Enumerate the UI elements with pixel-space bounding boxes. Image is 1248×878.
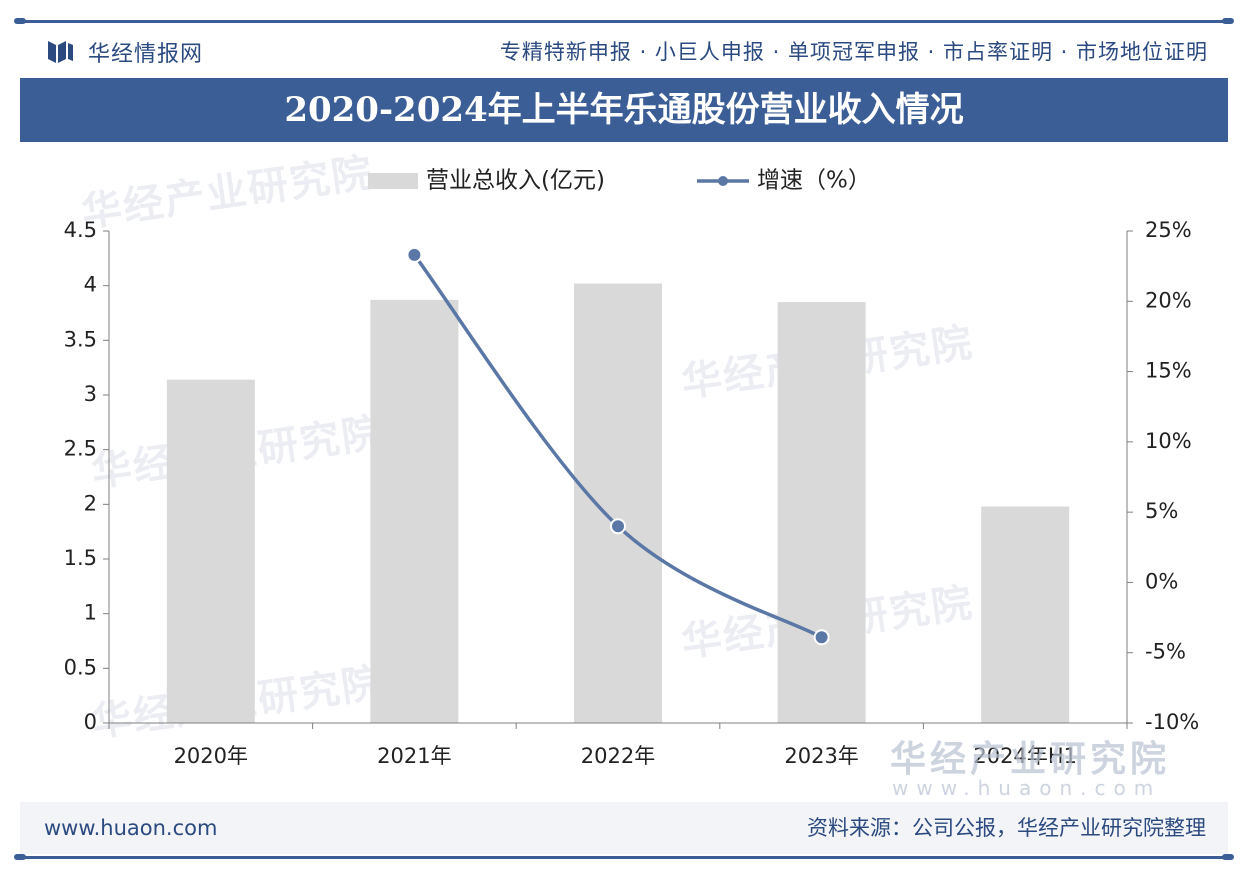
title-bar: 2020-2024年上半年乐通股份营业收入情况 bbox=[20, 78, 1228, 142]
y-left-tick-label: 4 bbox=[84, 273, 97, 297]
y-left-tick-label: 3 bbox=[84, 382, 97, 406]
y-right-tick-label: 0% bbox=[1145, 569, 1178, 593]
y-left-tick-label: 4.5 bbox=[64, 218, 97, 242]
y-left-tick-label: 2.5 bbox=[64, 437, 97, 461]
x-tick-label: 2024年H1 bbox=[973, 744, 1077, 768]
y-left-tick-label: 2 bbox=[84, 491, 97, 515]
growth-point-1 bbox=[406, 246, 423, 263]
top-rule-left-cap bbox=[14, 18, 26, 24]
footer-source: 资料来源：公司公报，华经产业研究院整理 bbox=[807, 816, 1206, 840]
footer: www.huaon.com 资料来源：公司公报，华经产业研究院整理 bbox=[20, 802, 1228, 854]
brand-name: 华经情报网 bbox=[88, 42, 204, 67]
legend-line-label: 增速（%） bbox=[757, 168, 871, 194]
brand: 华经情报网 bbox=[46, 36, 203, 68]
legend-line-marker bbox=[718, 176, 728, 186]
bar-5 bbox=[981, 506, 1070, 723]
bar-1 bbox=[166, 379, 255, 723]
chart-title: 2020-2024年上半年乐通股份营业收入情况 bbox=[284, 90, 964, 130]
top-rule-right-cap bbox=[1222, 18, 1234, 24]
y-right-tick-label: -10% bbox=[1145, 710, 1199, 734]
x-tick-label: 2023年 bbox=[784, 744, 858, 768]
header-slogan: 专精特新申报 · 小巨人申报 · 单项冠军申报 · 市占率证明 · 市场地位证明 bbox=[499, 40, 1208, 64]
bar-4 bbox=[777, 302, 866, 723]
x-tick-label: 2021年 bbox=[377, 744, 451, 768]
y-left-tick-label: 1 bbox=[84, 601, 97, 625]
y-right-tick-label: -5% bbox=[1145, 640, 1186, 664]
growth-point-3 bbox=[813, 629, 830, 646]
y-right-tick-label: 15% bbox=[1145, 359, 1192, 383]
growth-point-2 bbox=[610, 518, 626, 535]
watermark-brand: 华经产业研究院 bbox=[890, 739, 1171, 780]
y-left-tick-label: 1.5 bbox=[64, 546, 97, 570]
legend-bar-label: 营业总收入(亿元) bbox=[426, 168, 605, 194]
y-right-tick-label: 5% bbox=[1145, 499, 1178, 523]
bar-2 bbox=[370, 299, 459, 723]
y-left-tick-label: 0 bbox=[84, 710, 97, 734]
y-left-tick-label: 0.5 bbox=[64, 655, 97, 679]
bottom-rule bbox=[20, 856, 1228, 859]
legend-bar-swatch bbox=[368, 173, 418, 189]
x-tick-label: 2022年 bbox=[581, 744, 655, 768]
huajing-logo-icon bbox=[48, 41, 73, 63]
bottom-rule-right-cap bbox=[1222, 854, 1234, 860]
y-left-tick-label: 3.5 bbox=[64, 327, 97, 351]
top-rule bbox=[20, 20, 1228, 23]
y-right-tick-label: 10% bbox=[1145, 429, 1192, 453]
bar-3 bbox=[574, 283, 662, 723]
x-tick-label: 2020年 bbox=[174, 744, 248, 768]
watermark-url: www.huaon.com bbox=[892, 776, 1162, 800]
footer-website: www.huaon.com bbox=[44, 816, 218, 840]
y-right-tick-label: 20% bbox=[1145, 288, 1192, 312]
bottom-rule-left-cap bbox=[14, 854, 26, 860]
y-right-tick-label: 25% bbox=[1145, 218, 1192, 242]
